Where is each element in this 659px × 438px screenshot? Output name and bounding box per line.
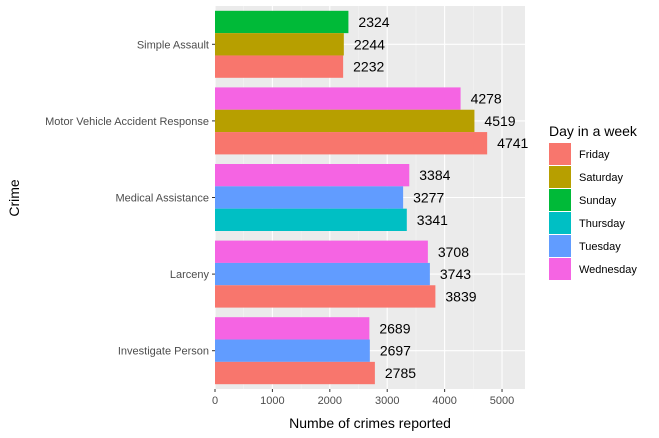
x-tick-label: 2000 [318, 395, 342, 407]
bar [215, 132, 488, 155]
data-label: 4519 [484, 113, 515, 129]
data-label: 3708 [438, 244, 469, 260]
x-tick-label: 3000 [375, 395, 399, 407]
legend-label: Thursday [579, 218, 625, 230]
bar [215, 240, 428, 263]
data-label: 2689 [379, 320, 410, 336]
data-label: 3384 [419, 167, 450, 183]
y-tick-label: Medical Assistance [115, 193, 209, 205]
x-tick-label: 0 [212, 395, 218, 407]
x-tick-label: 4000 [432, 395, 456, 407]
legend-title: Day in a week [549, 123, 638, 139]
bar [215, 10, 349, 34]
x-tick-label: 5000 [490, 395, 514, 407]
bar [215, 339, 370, 362]
data-label: 3277 [413, 190, 444, 206]
bar [215, 186, 404, 209]
bar-labels-layer: 2324 2244 2232 4278 4519 4741 3384 3277 3341 3708… [353, 14, 528, 381]
y-tick-label: Larceny [170, 269, 210, 281]
y-tick-label: Investigate Person [118, 346, 209, 358]
legend-key [549, 235, 571, 257]
bar [215, 109, 475, 133]
legend-key [549, 166, 571, 188]
x-tick-label: 1000 [260, 395, 284, 407]
data-label: 2324 [358, 14, 389, 30]
legend-key [549, 143, 571, 165]
bar [215, 87, 461, 110]
legend: Day in a week Friday Saturday Sunday Thursd… [549, 123, 638, 280]
bar [215, 164, 410, 187]
y-tick-label: Simple Assault [137, 39, 209, 51]
y-axis: Simple Assault Motor Vehicle Accident Res… [45, 39, 215, 358]
legend-label: Sunday [579, 195, 617, 207]
legend-label: Saturday [579, 172, 624, 184]
data-label: 3743 [440, 266, 471, 282]
bar [215, 55, 344, 78]
x-axis: 0 1000 2000 3000 4000 5000 [212, 389, 514, 407]
bar [215, 33, 344, 56]
bar [215, 361, 375, 385]
data-label: 4741 [497, 135, 528, 151]
legend-label: Tuesday [579, 241, 621, 253]
data-label: 2244 [354, 36, 385, 52]
data-label: 3839 [445, 288, 476, 304]
bar [215, 262, 430, 286]
bar [215, 317, 370, 340]
bar [215, 285, 436, 308]
data-label: 3341 [417, 212, 448, 228]
y-axis-title: Crime [6, 179, 22, 217]
legend-key [549, 212, 571, 234]
data-label: 2232 [353, 59, 384, 75]
data-label: 4278 [471, 91, 502, 107]
legend-label: Wednesday [579, 264, 637, 276]
legend-key [549, 189, 571, 211]
y-tick-label: Motor Vehicle Accident Response [45, 116, 209, 128]
legend-label: Friday [579, 149, 610, 161]
x-axis-title: Numbe of crimes reported [289, 415, 451, 431]
data-label: 2697 [380, 343, 411, 359]
data-label: 2785 [385, 365, 416, 381]
bar [215, 208, 407, 231]
bars-layer [215, 10, 488, 385]
legend-key [549, 258, 571, 280]
